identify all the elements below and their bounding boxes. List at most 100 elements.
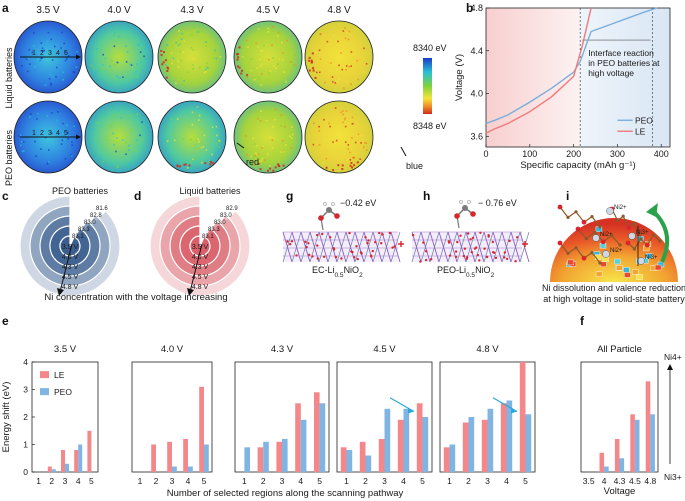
lattice-atom-o [353,256,356,259]
molecule-atom-c [462,205,468,211]
panel-label-f: f [580,314,585,328]
lattice-atom-o [505,257,509,261]
lattice-atom-o [422,241,425,244]
e-legend-label: LE [54,370,65,380]
lattice-atom-o [411,233,415,237]
ring-gap-value: 83.0 [84,220,96,226]
lattice-bond [372,231,383,263]
b-xtick-label: 100 [522,149,537,159]
lattice-atom-o [454,250,458,253]
colorbar-top-label: 8340 eV [413,43,447,53]
e-xtick-label: 3 [382,476,387,486]
panel-g [282,201,404,263]
particle-map [304,100,374,174]
e-bar-le [183,439,188,472]
e-bar-peo [403,408,410,473]
panel-f-chart: All Particle 3.5 4 4.3 4.5 4.8 Voltage Ni4+ Ni3+ [580,344,682,497]
e-bar-peo [300,419,307,473]
f-bar-peo [650,414,655,473]
e-bar-le [416,403,423,473]
particle-grain [623,267,630,273]
particle-grain [614,258,621,265]
ni-ion [628,232,636,240]
chain-atom [574,246,578,250]
lattice-atom-o [322,255,326,258]
e-bar-le [500,403,507,473]
ring-label: 4.0 V [192,254,209,261]
ring-label: 3.5 V [192,244,209,251]
scan-point-label: 4 [56,50,60,57]
ring-title: Liquid batteries [179,186,241,196]
molecule-atom-h [322,201,328,207]
lattice-bond [363,231,374,263]
ring-gap-value: 83.0 [214,220,226,226]
lattice-atom-o [307,242,310,245]
particle-grain [567,259,574,266]
panel-label-g: g [286,189,293,203]
ring-gap-value: 83.1 [202,234,214,240]
lattice-atom-o [305,245,308,249]
f-bar-le [614,439,620,472]
e-bar-peo [188,466,193,472]
f-top-label: Ni4+ [664,352,682,362]
voltage-header: 4.8 V [327,5,351,16]
lattice-atom-o [469,238,472,241]
b-legend-label: LE [635,126,646,136]
panel-label-b: b [466,1,473,15]
ring-label: 4.0 V [62,254,79,261]
panel-label-c: c [2,189,9,203]
chain-atom [600,239,606,245]
lattice-bond [354,231,365,263]
e-xtick-label: 1 [36,476,41,486]
lattice-atom-o [471,236,475,240]
caption-i-line2: at high voltage in solid-state battery [543,294,685,304]
e-xtick-label: 1 [242,476,247,486]
e-xtick-label: 4 [504,476,509,486]
panel-c: PEO batteries 3.5 V 4.0 V 4.3 V 4.5 V 4.8 V 83… [19,186,121,297]
lattice-bond [474,231,485,263]
b-xtick-label: 200 [566,149,581,159]
ring-arrow-head [57,288,64,296]
e-bar-peo [384,408,391,473]
particle-grain [616,265,623,271]
e-xtick-label: 5 [317,476,322,486]
scan-point-label: 4 [56,130,60,137]
lattice-atom-o [476,253,480,257]
particle-map [157,100,227,174]
e-subplot-title: 4.5 V [373,344,396,355]
e-bar-peo [263,441,269,473]
e-bar-le [199,386,204,473]
e-bar-le [462,422,469,472]
lattice-atom-o [311,255,314,258]
lattice-atom-o [286,240,289,243]
e-bar-le [295,403,301,473]
ring-gap-value: 82.9 [226,206,238,212]
lattice-bond [336,231,347,263]
e-bar-le [276,441,282,473]
molecule-atom-o [334,213,340,219]
lattice-atom-o [493,251,496,254]
molecule-atom-o [470,211,476,217]
lattice-atom-o [359,251,363,254]
chain-atom [625,240,631,246]
scan-point-label: 5 [64,130,68,137]
f-xlabel: Voltage [604,486,636,497]
lattice-atom-o [508,239,511,243]
ni-ion-label: Ni2+ [600,232,613,238]
scan-point-label: 2 [40,130,44,137]
chain-atom [639,237,643,241]
ring-gap-value: 83.3 [78,227,90,233]
ni-ion [602,250,610,258]
particle-grain [632,269,639,275]
lattice-bond [381,231,392,263]
lattice-atom-o [308,253,311,256]
chain-atom [581,255,587,261]
e-xtick-label: 1 [138,476,143,486]
b-series-LE [485,7,592,134]
chain-atom [658,239,662,243]
e-xtick-label: 1 [344,476,349,486]
